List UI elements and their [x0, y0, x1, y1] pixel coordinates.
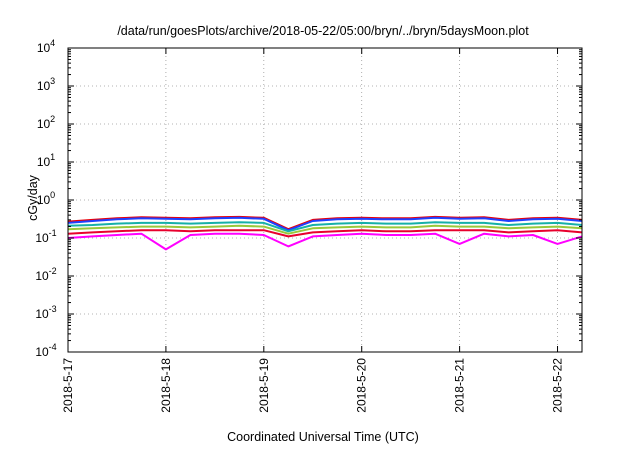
- y-tick-label: 102: [37, 114, 55, 131]
- y-axis-label: cGy/day: [26, 174, 40, 221]
- x-tick-label: 2018-5-22: [551, 358, 565, 413]
- series-line-3: [67, 221, 583, 233]
- x-axis-label: Coordinated Universal Time (UTC): [227, 430, 419, 444]
- x-tick-label: 2018-5-17: [61, 358, 75, 413]
- y-tick-label: 104: [37, 38, 55, 55]
- plot-frame: [67, 47, 583, 353]
- x-tick-label: 2018-5-21: [453, 358, 467, 413]
- chart-title: /data/run/goesPlots/archive/2018-05-22/0…: [117, 24, 529, 38]
- x-tick-label: 2018-5-19: [257, 358, 271, 413]
- y-tick-label: 10-2: [35, 266, 56, 283]
- grid-layer: [68, 48, 582, 352]
- y-tick-label: 10-4: [35, 342, 56, 359]
- series-layer: [67, 215, 583, 251]
- y-tick-label: 100: [37, 190, 55, 207]
- y-tick-label: 103: [37, 76, 55, 93]
- y-tick-label: 10-3: [35, 304, 56, 321]
- tick-layer: 2018-5-17 2018-5-18 2018-5-19 2018-5-20 2018…: [35, 38, 582, 413]
- x-tick-label: 2018-5-18: [159, 358, 173, 413]
- x-tick-label: 2018-5-20: [355, 358, 369, 413]
- series-line-5: [67, 229, 583, 238]
- series-line-4: [67, 224, 583, 235]
- series-line-6: [67, 232, 583, 251]
- y-tick-label: 101: [37, 152, 55, 169]
- y-tick-label: 10-1: [35, 228, 56, 245]
- series-line-2: [67, 216, 583, 232]
